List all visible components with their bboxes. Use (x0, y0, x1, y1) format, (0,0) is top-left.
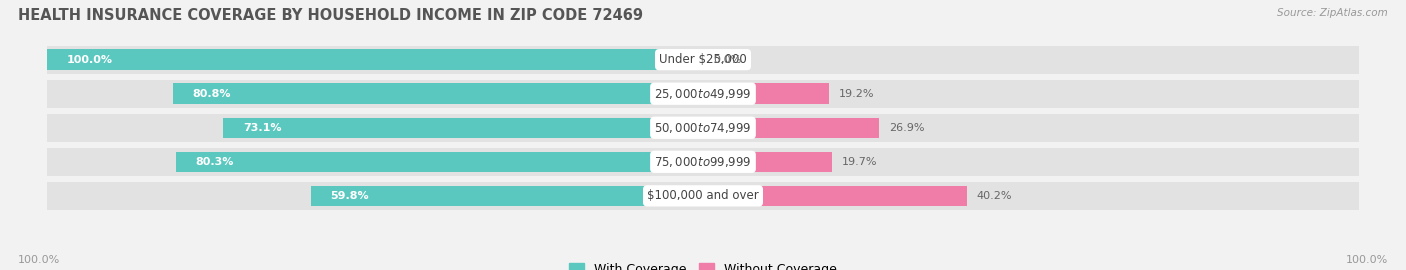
Text: 40.2%: 40.2% (977, 191, 1012, 201)
Text: 26.9%: 26.9% (890, 123, 925, 133)
Text: 73.1%: 73.1% (243, 123, 281, 133)
Bar (176, 151, 703, 172)
Bar (46, 80, 1360, 108)
Text: 100.0%: 100.0% (18, 255, 60, 265)
Text: $100,000 and over: $100,000 and over (647, 189, 759, 202)
Bar (224, 117, 703, 138)
Text: 59.8%: 59.8% (330, 191, 368, 201)
Bar (46, 49, 703, 70)
Text: 0.0%: 0.0% (713, 55, 741, 65)
Bar (46, 148, 1360, 176)
Text: 80.3%: 80.3% (195, 157, 235, 167)
Text: 19.7%: 19.7% (842, 157, 877, 167)
Text: 19.2%: 19.2% (839, 89, 875, 99)
Bar (46, 114, 1360, 142)
Bar (703, 83, 830, 104)
Bar (703, 186, 967, 206)
Bar (46, 182, 1360, 210)
Text: Under $25,000: Under $25,000 (659, 53, 747, 66)
Bar (46, 46, 1360, 74)
Bar (703, 117, 880, 138)
Text: $50,000 to $74,999: $50,000 to $74,999 (654, 121, 752, 135)
Legend: With Coverage, Without Coverage: With Coverage, Without Coverage (569, 263, 837, 270)
Text: HEALTH INSURANCE COVERAGE BY HOUSEHOLD INCOME IN ZIP CODE 72469: HEALTH INSURANCE COVERAGE BY HOUSEHOLD I… (18, 8, 644, 23)
Bar (703, 151, 832, 172)
Text: 100.0%: 100.0% (66, 55, 112, 65)
Text: Source: ZipAtlas.com: Source: ZipAtlas.com (1277, 8, 1388, 18)
Text: $75,000 to $99,999: $75,000 to $99,999 (654, 155, 752, 169)
Text: 80.8%: 80.8% (193, 89, 231, 99)
Bar (311, 186, 703, 206)
Text: 100.0%: 100.0% (1346, 255, 1388, 265)
Text: $25,000 to $49,999: $25,000 to $49,999 (654, 87, 752, 101)
Bar (173, 83, 703, 104)
